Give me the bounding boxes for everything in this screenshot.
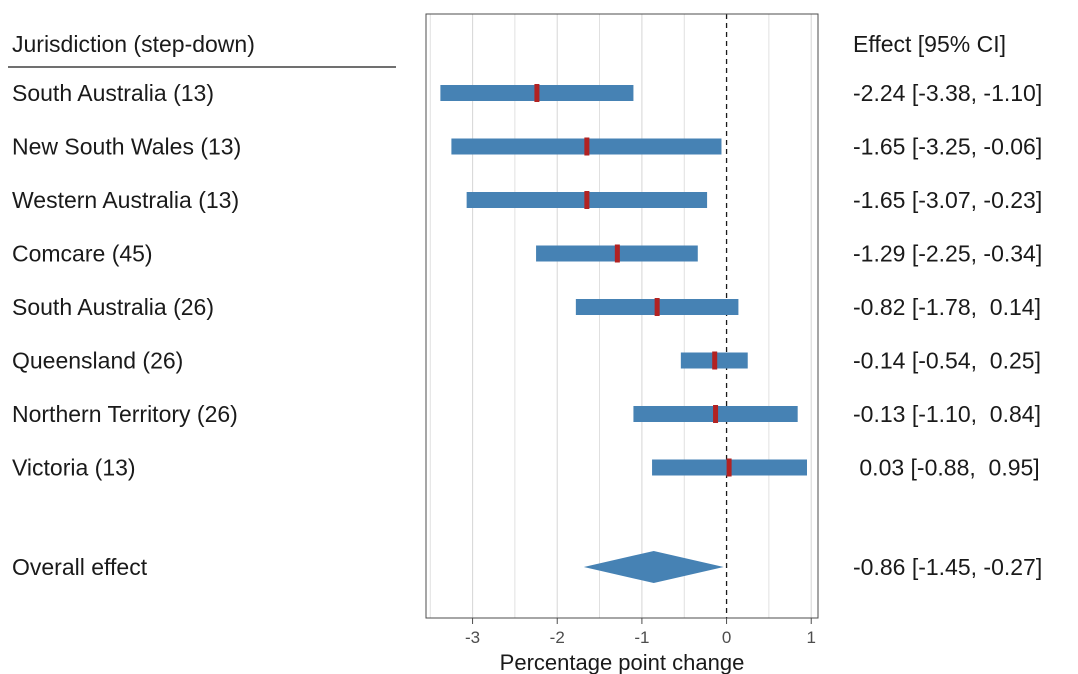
row-effect: -1.65 [-3.07, -0.23] [853, 187, 1042, 213]
row-effect: -1.65 [-3.25, -0.06] [853, 134, 1042, 160]
x-tick-label: 1 [806, 628, 815, 647]
overall-effect: -0.86 [-1.45, -0.27] [853, 554, 1042, 580]
row-label: South Australia (13) [12, 80, 214, 106]
x-axis: -3 -2 -1 0 1 [465, 618, 816, 647]
row-label: Victoria (13) [12, 455, 136, 481]
x-tick-label: -3 [465, 628, 480, 647]
point-estimate [534, 84, 540, 102]
row-effect: -0.13 [-1.10, 0.84] [853, 401, 1041, 427]
header-effect: Effect [95% CI] [853, 31, 1006, 57]
row-effect: -2.24 [-3.38, -1.10] [853, 80, 1042, 106]
plot-panel [425, 13, 819, 619]
point-estimate [584, 137, 590, 156]
row-label: Queensland (26) [12, 348, 183, 374]
row-effect: -0.82 [-1.78, 0.14] [853, 294, 1041, 320]
overall-label: Overall effect [12, 554, 148, 580]
row-labels: South Australia (13) New South Wales (13)… [12, 80, 241, 580]
overall-diamond [583, 551, 724, 583]
x-axis-title: Percentage point change [500, 650, 745, 674]
x-tick-label: -1 [634, 628, 649, 647]
point-estimate [614, 244, 620, 263]
effect-texts: -2.24 [-3.38, -1.10] -1.65 [-3.25, -0.06]… [853, 80, 1042, 580]
row-label: Western Australia (13) [12, 187, 239, 213]
row-effect: -1.29 [-2.25, -0.34] [853, 241, 1042, 267]
row-label: Northern Territory (26) [12, 401, 238, 427]
x-tick-label: -2 [550, 628, 565, 647]
point-estimate [712, 351, 718, 370]
point-estimate [726, 458, 732, 477]
point-estimate [654, 298, 660, 316]
row-label: New South Wales (13) [12, 134, 241, 160]
point-estimate [584, 191, 590, 209]
x-tick-label: 0 [722, 628, 731, 647]
point-estimate [713, 405, 719, 423]
plot-marks [440, 84, 807, 583]
header-jurisdiction: Jurisdiction (step-down) [12, 31, 255, 57]
row-label: South Australia (26) [12, 294, 214, 320]
panel-border [425, 13, 819, 619]
row-label: Comcare (45) [12, 241, 153, 267]
row-effect: 0.03 [-0.88, 0.95] [853, 455, 1040, 481]
row-effect: -0.14 [-0.54, 0.25] [853, 348, 1041, 374]
grid-lines [429, 14, 812, 618]
